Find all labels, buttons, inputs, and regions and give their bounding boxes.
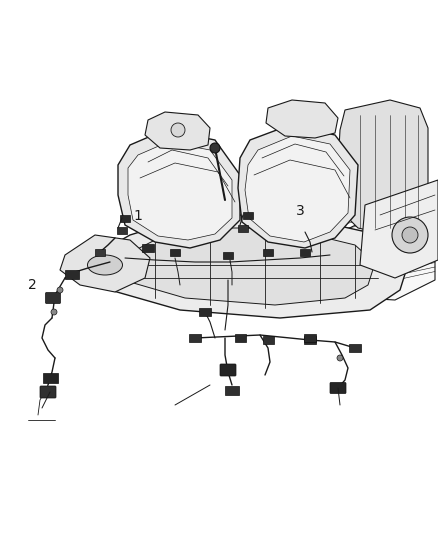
Polygon shape [245, 136, 350, 242]
Bar [223, 252, 233, 259]
Polygon shape [95, 215, 410, 318]
FancyBboxPatch shape [220, 364, 236, 376]
Bar [95, 248, 105, 255]
Circle shape [402, 227, 418, 243]
Bar [304, 334, 316, 342]
Bar [142, 244, 154, 252]
Bar [42, 373, 57, 383]
Bar [65, 270, 79, 279]
Polygon shape [60, 235, 150, 292]
Circle shape [171, 123, 185, 137]
FancyBboxPatch shape [46, 293, 60, 303]
Bar [170, 248, 180, 255]
Polygon shape [118, 228, 375, 305]
Text: 1: 1 [134, 209, 142, 223]
Polygon shape [360, 180, 438, 278]
Bar [117, 227, 127, 233]
Ellipse shape [88, 255, 123, 275]
Bar [349, 344, 361, 352]
Circle shape [210, 143, 220, 153]
Bar [120, 214, 130, 222]
Bar [234, 334, 246, 342]
Polygon shape [238, 125, 358, 248]
Bar [189, 334, 201, 342]
Circle shape [337, 355, 343, 361]
Circle shape [51, 309, 57, 315]
Bar [262, 336, 273, 344]
Polygon shape [338, 100, 428, 235]
Bar [300, 248, 310, 255]
Bar [243, 212, 253, 219]
Polygon shape [128, 142, 232, 240]
Bar [263, 248, 273, 255]
Bar [199, 308, 211, 316]
FancyBboxPatch shape [330, 383, 346, 393]
Bar [304, 336, 316, 344]
Text: 2: 2 [28, 278, 37, 292]
FancyBboxPatch shape [40, 386, 56, 398]
Text: 3: 3 [296, 204, 304, 217]
Polygon shape [266, 100, 338, 138]
Bar [225, 385, 239, 394]
Bar [238, 224, 248, 231]
Circle shape [57, 287, 63, 293]
Polygon shape [145, 112, 210, 150]
Circle shape [392, 217, 428, 253]
Polygon shape [118, 130, 240, 248]
Polygon shape [310, 195, 435, 300]
